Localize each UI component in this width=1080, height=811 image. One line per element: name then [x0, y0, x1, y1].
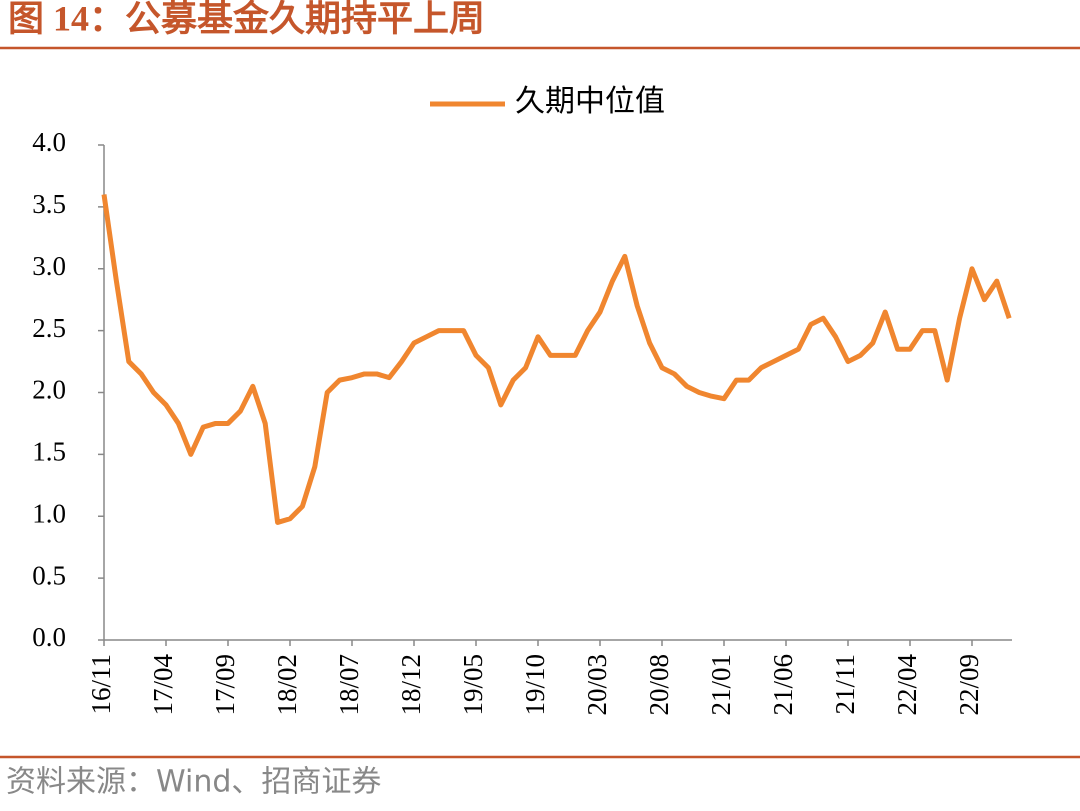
y-tick-label: 4.0 [32, 127, 66, 157]
y-tick-label: 3.5 [32, 189, 66, 219]
x-tick-label: 17/04 [148, 654, 178, 716]
x-tick-label: 21/06 [768, 654, 798, 716]
y-tick-label: 0.0 [32, 622, 66, 652]
x-tick-label: 20/08 [644, 654, 674, 716]
x-tick-label: 21/11 [830, 654, 860, 715]
x-tick-label: 18/02 [272, 654, 302, 716]
y-tick-label: 0.5 [32, 560, 66, 590]
y-tick-label: 2.0 [32, 375, 66, 405]
x-tick-label: 17/09 [210, 654, 240, 716]
y-tick-label: 1.0 [32, 498, 66, 528]
chart-title: 图 14：公募基金久期持平上周 [8, 0, 485, 38]
x-tick-label: 19/05 [458, 654, 488, 716]
x-tick-label: 18/12 [396, 654, 426, 716]
legend-label: 久期中位值 [515, 85, 665, 118]
x-tick-label: 22/04 [892, 654, 922, 716]
y-tick-label: 2.5 [32, 313, 66, 343]
source-note: 资料来源：Wind、招商证券 [6, 765, 381, 800]
x-tick-label: 22/09 [954, 654, 984, 716]
x-tick-label: 16/11 [86, 654, 116, 715]
y-tick-label: 3.0 [32, 251, 66, 281]
x-tick-label: 19/10 [520, 654, 550, 716]
line-series [101, 194, 1012, 525]
x-tick-label: 21/01 [706, 654, 736, 716]
y-tick-label: 1.5 [32, 437, 66, 467]
x-tick-label: 18/07 [334, 654, 364, 716]
x-tick-label: 20/03 [582, 654, 612, 716]
